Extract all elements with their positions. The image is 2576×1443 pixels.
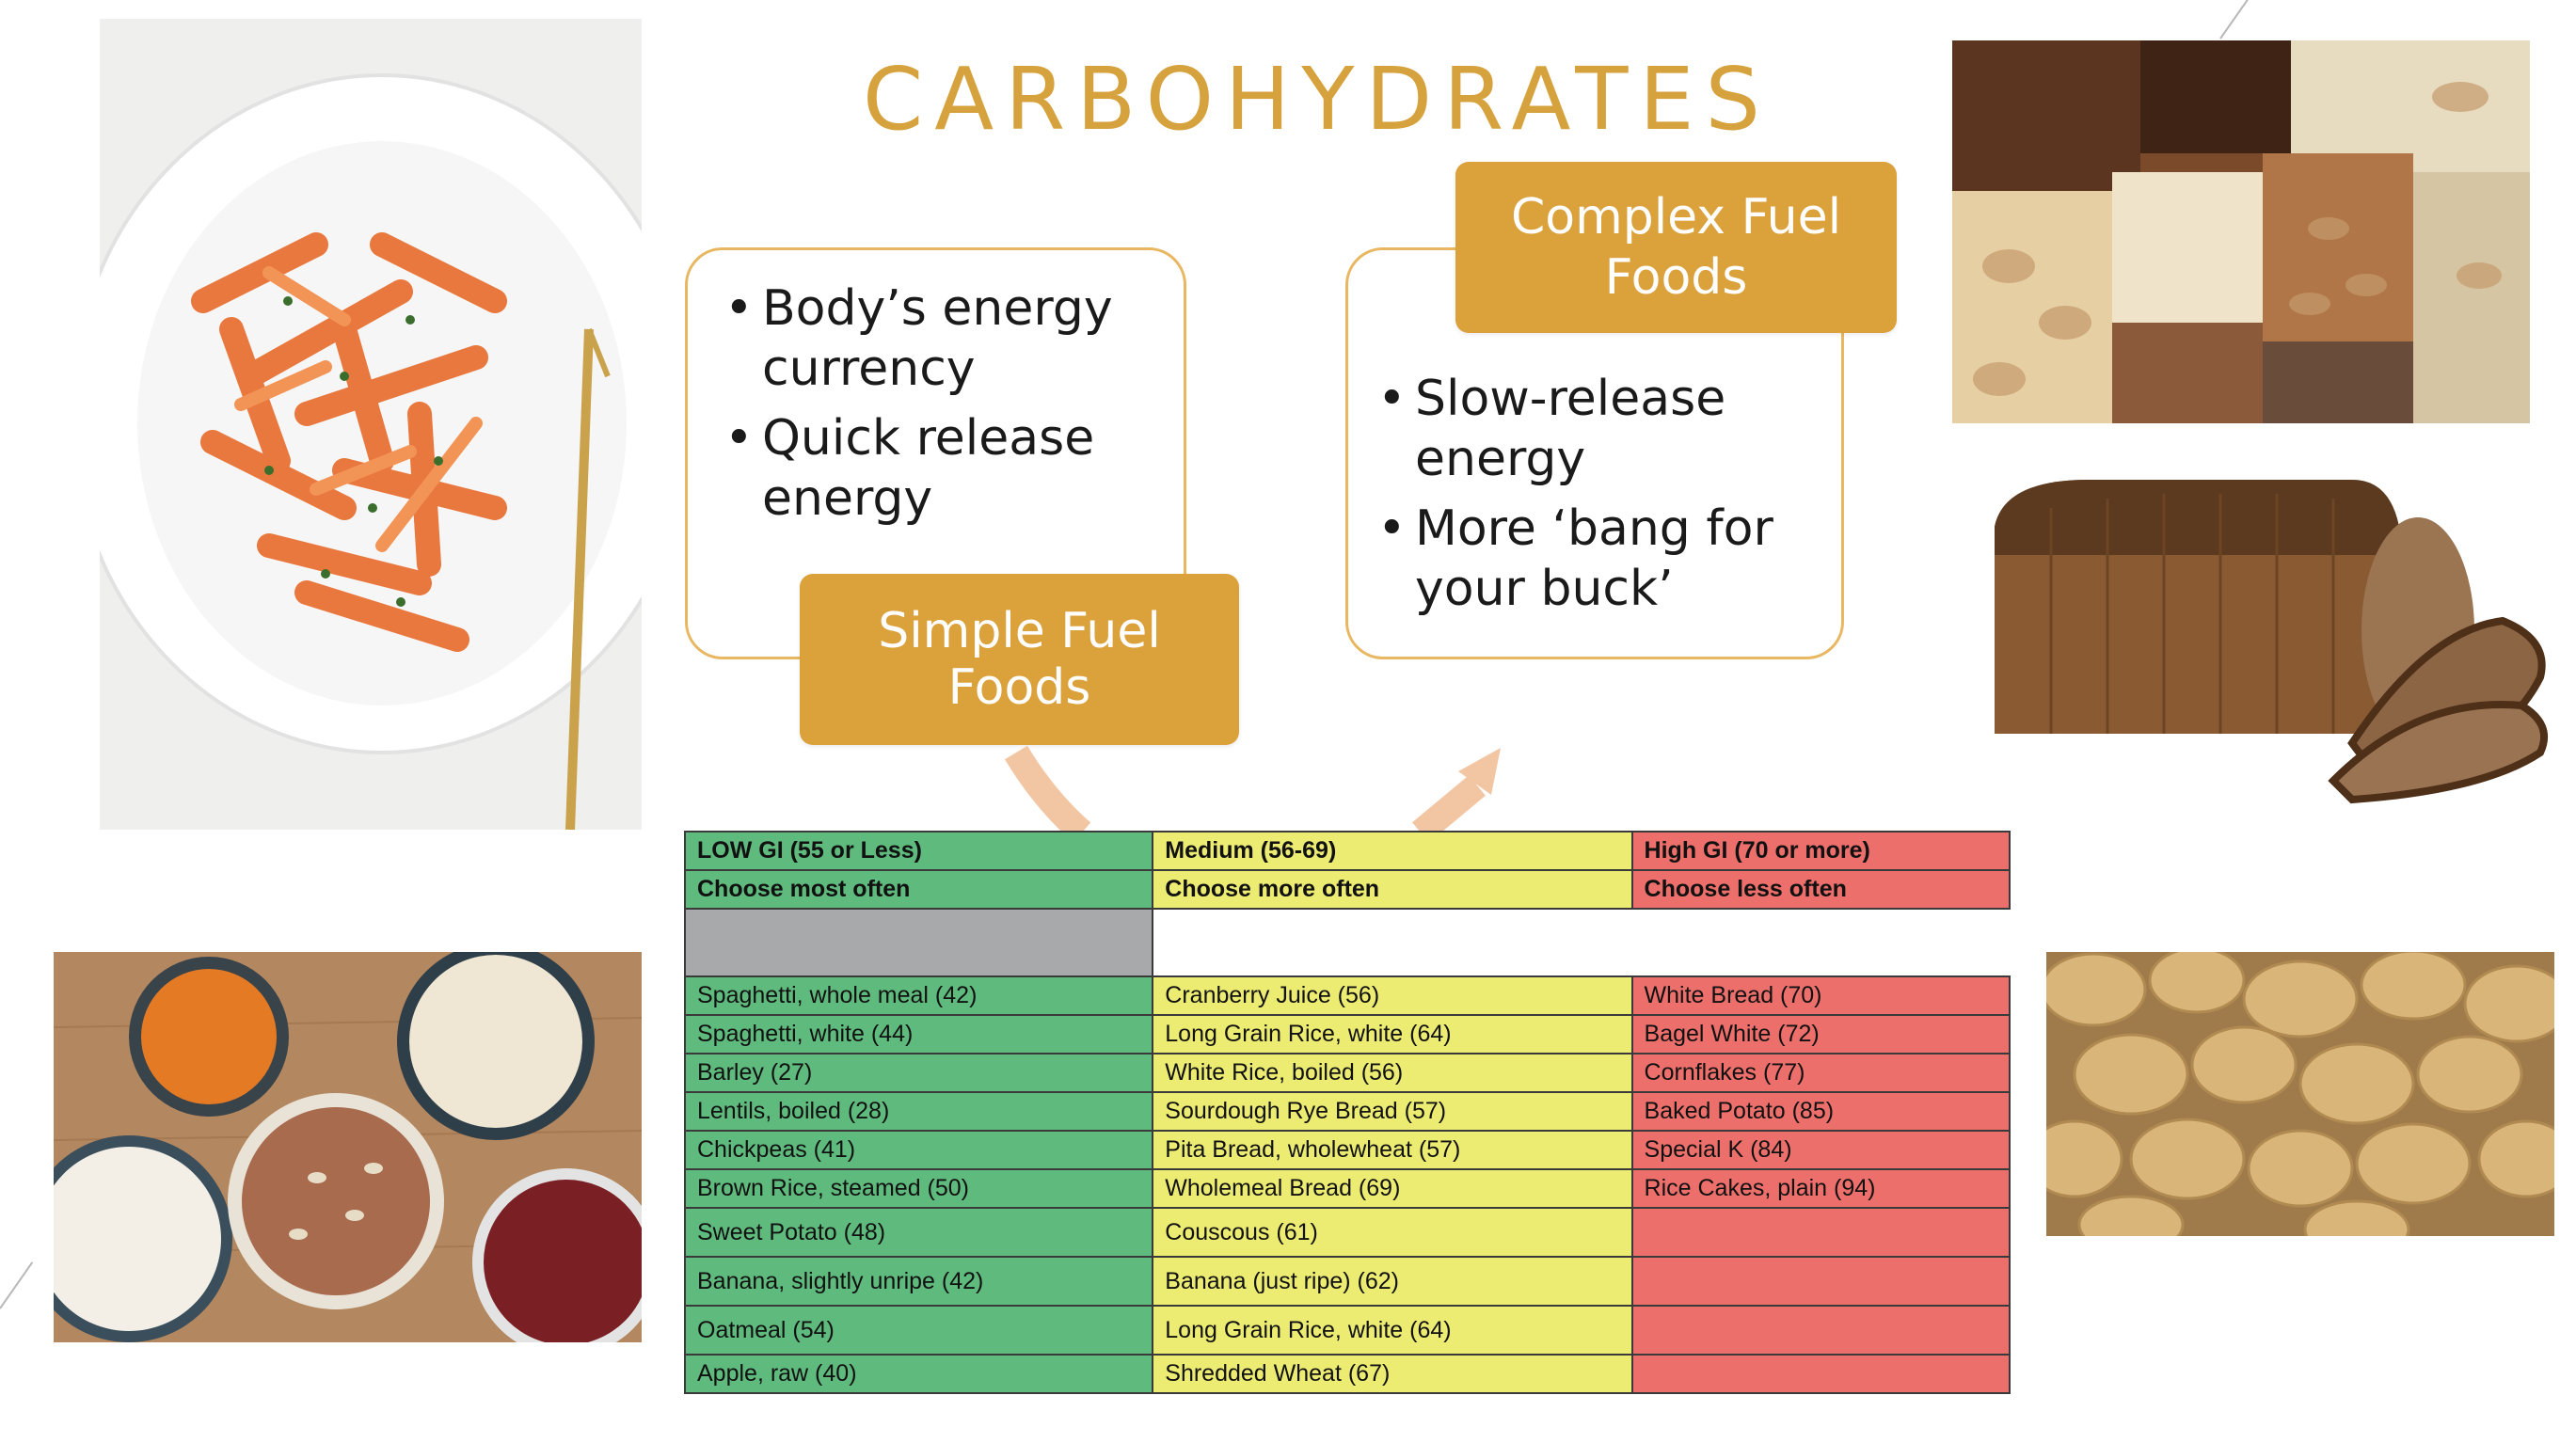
simple-fuel-label: Simple Fuel Foods xyxy=(800,574,1239,745)
high-gi-cell xyxy=(1630,1305,2012,1356)
medium-gi-advice: Choose more often xyxy=(1152,869,1633,910)
low-gi-advice: Choose most often xyxy=(683,869,1154,910)
complex-fuel-bullet: More ‘bang for your buck’ xyxy=(1377,499,1829,619)
simple-fuel-bullets: Body’s energy currency Quick release ene… xyxy=(724,278,1176,538)
table-row: Chickpeas (41) Pita Bread, wholewheat (5… xyxy=(683,1130,2012,1170)
potatoes-image xyxy=(2046,952,2554,1236)
medium-gi-cell: Long Grain Rice, white (64) xyxy=(1152,1014,1633,1054)
low-gi-header: LOW GI (55 or Less) xyxy=(683,831,1154,871)
high-gi-cell: Rice Cakes, plain (94) xyxy=(1630,1168,2012,1209)
table-row: Barley (27) White Rice, boiled (56) Corn… xyxy=(683,1053,2012,1093)
low-gi-cell: Brown Rice, steamed (50) xyxy=(683,1168,1154,1209)
simple-fuel-bullet: Quick release energy xyxy=(724,408,1176,529)
low-gi-cell: Apple, raw (40) xyxy=(683,1354,1154,1394)
complex-fuel-label-line1: Complex Fuel xyxy=(1510,189,1842,246)
low-gi-cell: Spaghetti, whole meal (42) xyxy=(683,975,1154,1016)
medium-gi-cell: Shredded Wheat (67) xyxy=(1152,1354,1633,1394)
table-row: Oatmeal (54) Long Grain Rice, white (64) xyxy=(683,1305,2012,1356)
high-gi-cell xyxy=(1630,1354,2012,1394)
simple-fuel-bullet: Body’s energy currency xyxy=(724,278,1176,399)
high-gi-advice: Choose less often xyxy=(1630,869,2012,910)
medium-gi-cell: Long Grain Rice, white (64) xyxy=(1152,1305,1633,1356)
bread-loaf-image xyxy=(1976,470,2553,809)
low-gi-cell: Oatmeal (54) xyxy=(683,1305,1154,1356)
complex-fuel-bullet: Slow-release energy xyxy=(1377,369,1829,489)
high-gi-cell xyxy=(1630,1207,2012,1258)
low-gi-cell: Banana, slightly unripe (42) xyxy=(683,1256,1154,1307)
high-gi-cell: Baked Potato (85) xyxy=(1630,1091,2012,1132)
beans-lentils-image xyxy=(54,952,642,1342)
table-row: Sweet Potato (48) Couscous (61) xyxy=(683,1207,2012,1258)
table-row: Apple, raw (40) Shredded Wheat (67) xyxy=(683,1354,2012,1394)
high-gi-cell: Cornflakes (77) xyxy=(1630,1053,2012,1093)
low-gi-cell: Spaghetti, white (44) xyxy=(683,1014,1154,1054)
medium-gi-cell: White Rice, boiled (56) xyxy=(1152,1053,1633,1093)
table-row: Spaghetti, whole meal (42) Cranberry Jui… xyxy=(683,975,2012,1016)
slide-title: CARBOHYDRATES xyxy=(863,49,1772,150)
curved-arrow-icon xyxy=(1004,745,1501,837)
complex-fuel-bullets: Slow-release energy More ‘bang for your … xyxy=(1377,369,1829,628)
table-row: Brown Rice, steamed (50) Wholemeal Bread… xyxy=(683,1168,2012,1209)
low-gi-cell: Sweet Potato (48) xyxy=(683,1207,1154,1258)
medium-gi-cell: Wholemeal Bread (69) xyxy=(1152,1168,1633,1209)
decorative-line xyxy=(0,1261,34,1309)
gi-table: LOW GI (55 or Less) Medium (56-69) High … xyxy=(683,831,2012,1394)
decorative-line xyxy=(2219,0,2265,40)
high-gi-cell: Special K (84) xyxy=(1630,1130,2012,1170)
spacer-cell xyxy=(1153,909,2010,976)
low-gi-cell: Chickpeas (41) xyxy=(683,1130,1154,1170)
high-gi-cell: Bagel White (72) xyxy=(1630,1014,2012,1054)
mixed-nuts-image xyxy=(1952,40,2530,423)
table-header-row: LOW GI (55 or Less) Medium (56-69) High … xyxy=(683,831,2012,871)
medium-gi-cell: Pita Bread, wholewheat (57) xyxy=(1152,1130,1633,1170)
pasta-bowl-image xyxy=(100,19,642,830)
high-gi-cell: White Bread (70) xyxy=(1630,975,2012,1016)
table-row: Spaghetti, white (44) Long Grain Rice, w… xyxy=(683,1014,2012,1054)
low-gi-cell: Lentils, boiled (28) xyxy=(683,1091,1154,1132)
complex-fuel-label-line2: Foods xyxy=(1604,249,1748,306)
table-row: Banana, slightly unripe (42) Banana (jus… xyxy=(683,1256,2012,1307)
table-spacer-row xyxy=(683,908,2010,977)
low-gi-cell: Barley (27) xyxy=(683,1053,1154,1093)
spacer-cell xyxy=(683,908,1154,977)
medium-gi-cell: Cranberry Juice (56) xyxy=(1152,975,1633,1016)
medium-gi-cell: Banana (just ripe) (62) xyxy=(1152,1256,1633,1307)
medium-gi-cell: Sourdough Rye Bread (57) xyxy=(1152,1091,1633,1132)
simple-fuel-label-text: Simple Fuel Foods xyxy=(878,603,1161,716)
table-advice-row: Choose most often Choose more often Choo… xyxy=(683,869,2012,910)
high-gi-cell xyxy=(1630,1256,2012,1307)
medium-gi-header: Medium (56-69) xyxy=(1152,831,1633,871)
medium-gi-cell: Couscous (61) xyxy=(1152,1207,1633,1258)
complex-fuel-label: Complex Fuel Foods xyxy=(1455,162,1897,333)
high-gi-header: High GI (70 or more) xyxy=(1630,831,2012,871)
table-row: Lentils, boiled (28) Sourdough Rye Bread… xyxy=(683,1091,2012,1132)
